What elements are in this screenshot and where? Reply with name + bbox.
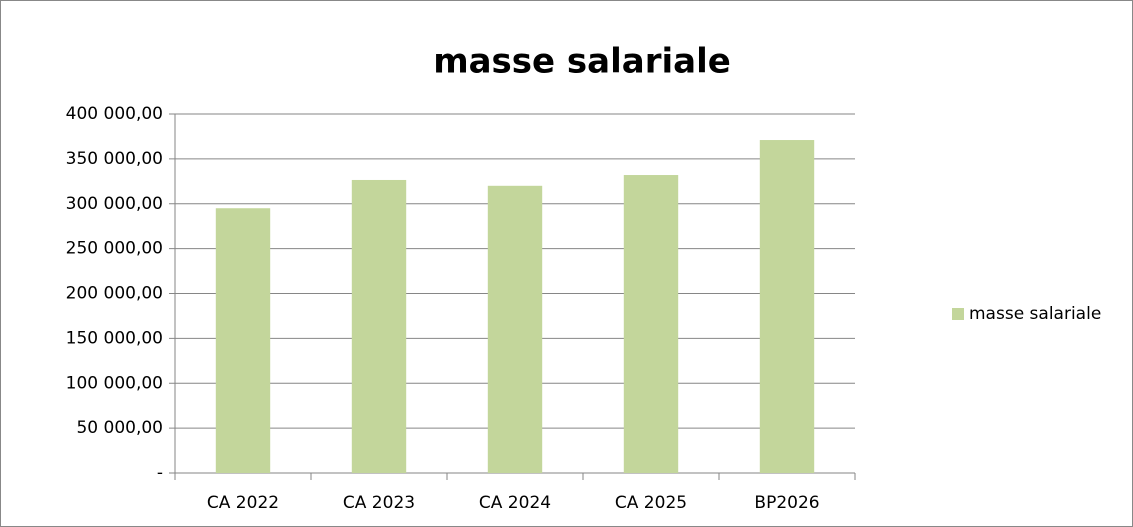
bar [215,208,271,474]
x-tick-label: CA 2024 [479,493,551,513]
chart-title: masse salariale [433,42,731,82]
y-tick-label: - [157,463,163,483]
legend-swatch [952,308,964,320]
x-tick-label: CA 2023 [343,493,415,513]
y-tick-label: 250 000,00 [66,239,163,259]
y-tick-label: 150 000,00 [66,328,163,348]
bar [487,185,543,474]
y-tick-label: 300 000,00 [66,194,163,214]
bar [623,175,679,473]
bar [351,179,407,473]
y-tick-label: 200 000,00 [66,284,163,304]
y-tick-label: 50 000,00 [76,418,163,438]
y-tick-label: 400 000,00 [66,104,163,124]
bar [759,140,815,473]
x-tick-label: CA 2025 [615,493,687,513]
y-tick-label: 100 000,00 [66,373,163,393]
legend-label: masse salariale [969,304,1101,324]
x-tick-label: BP2026 [754,493,819,513]
x-tick-label: CA 2022 [207,493,279,513]
y-tick-label: 350 000,00 [66,149,163,169]
